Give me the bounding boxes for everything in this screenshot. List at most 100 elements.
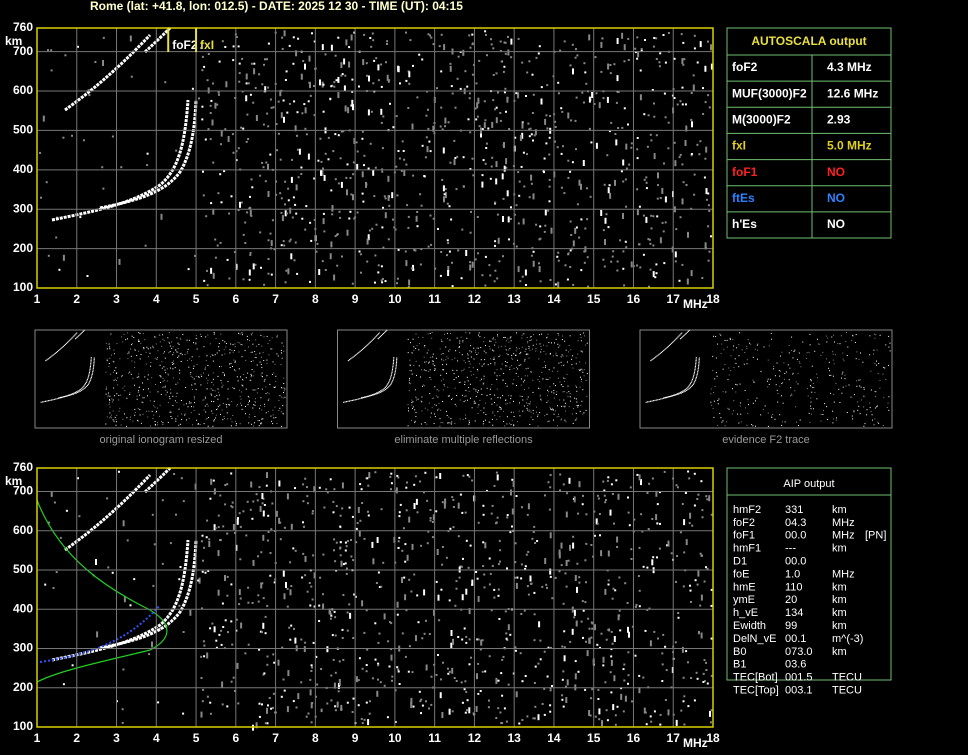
noise-dot	[111, 135, 114, 138]
noise-dot	[756, 344, 758, 346]
noise-dot	[508, 341, 510, 343]
noise-dot	[363, 33, 366, 36]
noise-dot	[510, 38, 513, 45]
noise-dot	[575, 412, 577, 414]
noise-dot	[527, 403, 529, 404]
noise-dot	[223, 170, 226, 173]
noise-dot	[241, 57, 244, 60]
noise-dot	[150, 190, 153, 193]
noise-dot	[485, 142, 488, 145]
noise-dot	[705, 495, 708, 498]
noise-dot	[394, 721, 397, 723]
noise-dot	[528, 196, 531, 199]
noise-dot	[296, 272, 299, 275]
noise-dot	[494, 402, 495, 403]
noise-dot	[477, 370, 479, 372]
noise-dot	[244, 652, 247, 655]
noise-dot	[425, 370, 427, 372]
noise-dot	[515, 204, 518, 207]
noise-dot	[336, 233, 339, 236]
noise-dot	[489, 348, 491, 350]
noise-dot	[584, 559, 587, 562]
noise-dot	[323, 506, 326, 509]
noise-dot	[462, 185, 465, 188]
noise-dot	[232, 676, 235, 679]
noise-dot	[411, 373, 413, 375]
noise-dot	[48, 521, 50, 524]
noise-dot	[200, 540, 203, 543]
aip-cell: DelN_vE	[733, 633, 776, 645]
noise-dot	[195, 342, 197, 344]
noise-dot	[138, 340, 140, 342]
noise-dot	[538, 376, 540, 377]
noise-dot	[430, 675, 433, 678]
aip-cell: 073.0	[785, 646, 813, 658]
noise-dot	[407, 226, 410, 229]
noise-dot	[262, 673, 265, 676]
noise-dot	[412, 64, 414, 67]
noise-dot	[340, 130, 343, 133]
noise-dot	[321, 260, 324, 263]
noise-dot	[108, 403, 110, 405]
noise-dot	[522, 410, 524, 412]
noise-dot	[526, 353, 528, 354]
noise-dot	[198, 376, 200, 378]
noise-dot	[605, 638, 608, 641]
noise-dot	[267, 86, 270, 89]
noise-dot	[636, 209, 639, 216]
noise-dot	[429, 214, 432, 217]
noise-dot	[165, 372, 167, 374]
noise-dot	[344, 541, 347, 544]
noise-dot	[831, 336, 833, 338]
noise-dot	[423, 356, 425, 358]
noise-dot	[410, 370, 412, 372]
noise-dot	[473, 347, 475, 349]
noise-dot	[280, 352, 282, 354]
noise-dot	[562, 670, 565, 673]
noise-dot	[571, 628, 574, 635]
noise-dot	[468, 360, 470, 362]
noise-dot	[253, 68, 256, 75]
noise-dot	[291, 158, 294, 161]
noise-dot	[162, 378, 164, 380]
noise-dot	[816, 398, 818, 400]
noise-dot	[679, 100, 682, 103]
noise-dot	[266, 472, 268, 479]
aip-cell: 03.6	[785, 659, 806, 671]
noise-dot	[224, 619, 227, 622]
noise-dot	[606, 96, 609, 103]
noise-dot	[309, 604, 312, 607]
noise-dot	[547, 333, 549, 335]
noise-dot	[153, 543, 156, 546]
noise-dot	[221, 681, 224, 688]
noise-dot	[540, 398, 542, 400]
noise-dot	[217, 388, 219, 390]
noise-dot	[161, 345, 163, 347]
noise-dot	[377, 64, 380, 71]
noise-dot	[458, 347, 460, 348]
noise-dot	[224, 128, 227, 131]
noise-dot	[275, 193, 278, 196]
noise-dot	[527, 353, 529, 355]
noise-dot	[712, 369, 714, 371]
noise-dot	[860, 399, 862, 401]
noise-dot	[123, 596, 126, 603]
noise-dot	[193, 406, 195, 408]
noise-dot	[681, 86, 684, 89]
noise-dot	[207, 365, 209, 366]
noise-dot	[320, 710, 323, 713]
noise-dot	[359, 519, 362, 522]
noise-dot	[274, 363, 276, 365]
noise-dot	[673, 141, 676, 144]
noise-dot	[528, 387, 530, 389]
noise-dot	[106, 416, 108, 418]
noise-dot	[346, 229, 349, 236]
noise-dot	[559, 344, 561, 346]
noise-dot	[721, 343, 723, 345]
noise-dot	[94, 61, 97, 63]
noise-dot	[453, 373, 455, 375]
noise-dot	[490, 340, 492, 342]
noise-dot	[234, 531, 236, 534]
noise-dot	[239, 342, 241, 344]
noise-dot	[107, 396, 109, 398]
